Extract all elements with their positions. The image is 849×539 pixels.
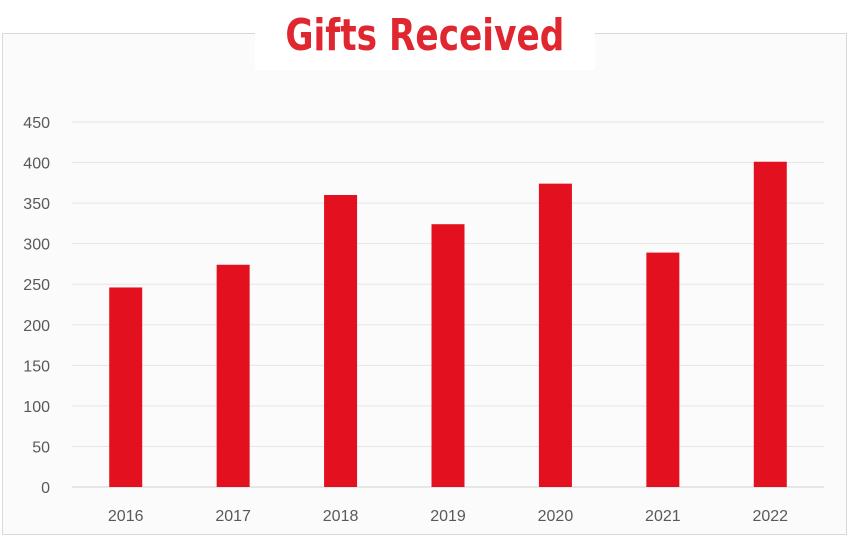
bars	[109, 161, 787, 487]
bar-2018	[324, 195, 358, 487]
y-tick-label: 350	[23, 196, 50, 213]
bar-2022	[753, 161, 787, 487]
bar-2016	[109, 287, 143, 487]
x-axis-ticks: 2016 2017 2018 2019 2020 2021 2022	[108, 508, 788, 525]
x-tick-label: 2021	[645, 508, 681, 525]
bar-2019	[431, 224, 465, 487]
x-tick-label: 2018	[323, 508, 359, 525]
y-tick-label: 200	[23, 318, 50, 335]
y-tick-label: 300	[23, 237, 50, 254]
chart-title: Gifts Received	[285, 9, 565, 61]
x-tick-label: 2016	[108, 508, 144, 525]
y-tick-label: 150	[23, 358, 50, 375]
gridlines	[72, 121, 824, 488]
bar-2017	[216, 264, 250, 487]
x-tick-label: 2019	[430, 508, 466, 525]
x-tick-label: 2020	[538, 508, 574, 525]
y-tick-label: 50	[32, 439, 50, 456]
y-axis-ticks: 0 50 100 150 200 250 300 350 400 450	[23, 115, 50, 497]
x-tick-label: 2022	[752, 508, 788, 525]
y-tick-label: 100	[23, 399, 50, 416]
y-tick-label: 400	[23, 156, 50, 173]
bar-2020	[538, 183, 572, 487]
y-tick-label: 0	[41, 480, 50, 497]
title-container: Gifts Received	[255, 0, 595, 70]
y-tick-label: 250	[23, 277, 50, 294]
bar-2021	[646, 252, 680, 487]
y-tick-label: 450	[23, 115, 50, 132]
x-tick-label: 2017	[215, 508, 251, 525]
